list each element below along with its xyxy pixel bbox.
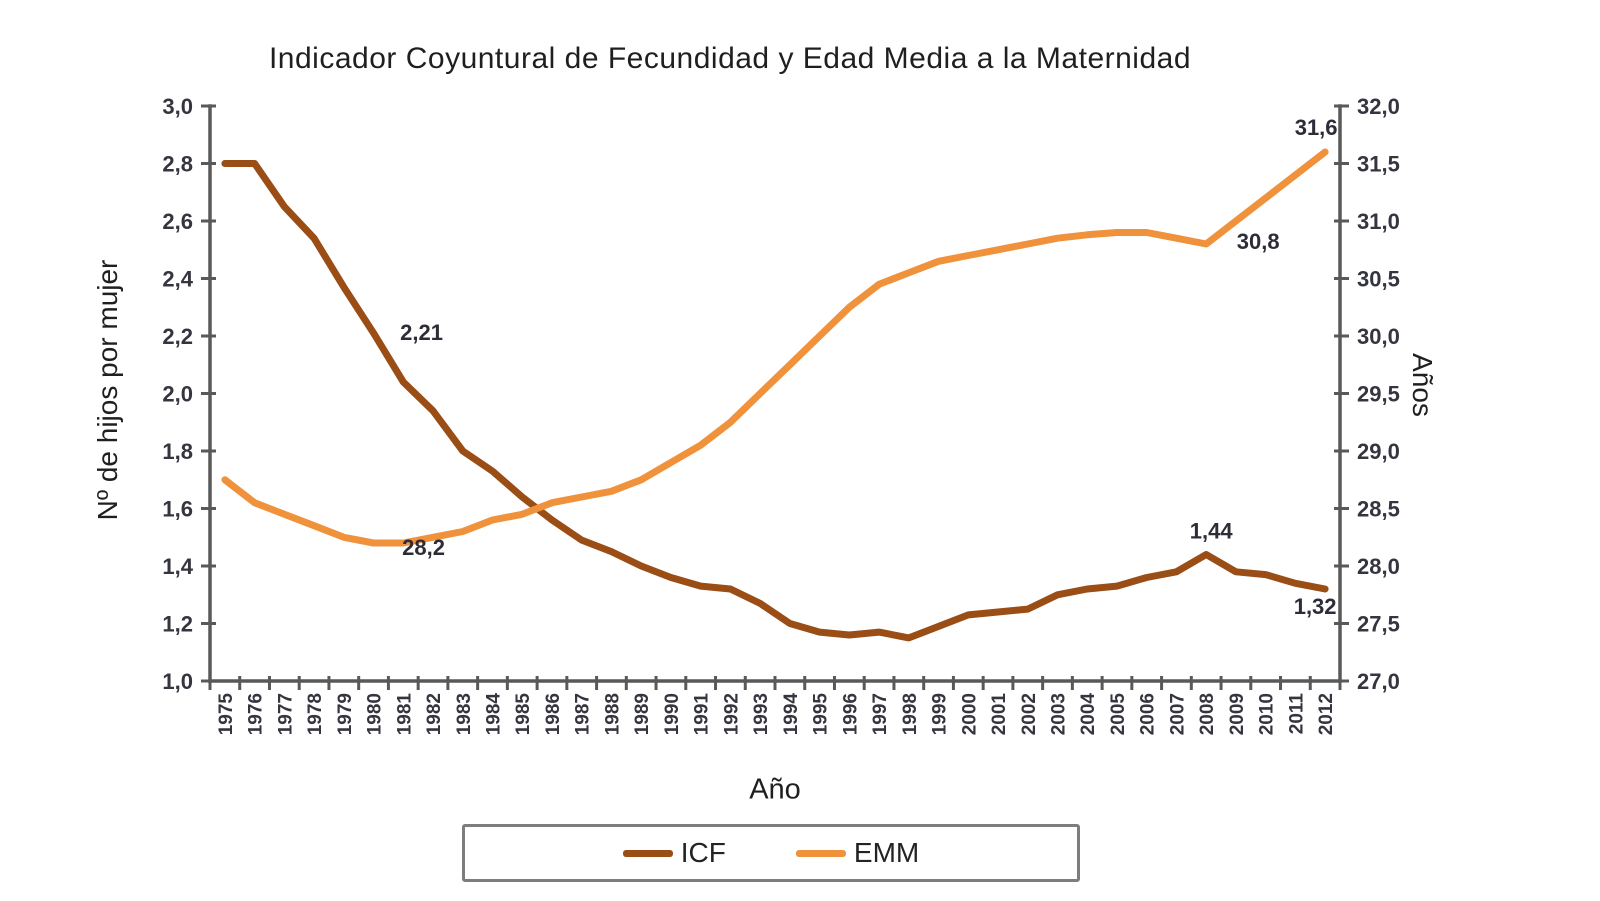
x-tick-label: 2011 bbox=[1286, 693, 1307, 735]
x-tick-label: 2001 bbox=[989, 693, 1010, 736]
x-tick-label: 1995 bbox=[811, 693, 832, 736]
x-tick-label: 1977 bbox=[275, 693, 296, 735]
x-tick-label: 1976 bbox=[246, 693, 267, 735]
x-tick-label: 1998 bbox=[900, 693, 921, 735]
y-right-tick-label: 32,0 bbox=[1357, 94, 1400, 119]
x-tick-label: 1997 bbox=[870, 693, 891, 735]
x-tick-label: 1988 bbox=[602, 693, 623, 735]
y-left-tick-label: 1,0 bbox=[162, 669, 193, 694]
chart-title: Indicador Coyuntural de Fecundidad y Eda… bbox=[268, 42, 1192, 75]
x-tick-label: 1982 bbox=[424, 693, 445, 735]
data-label: 30,8 bbox=[1237, 229, 1280, 254]
data-label: 28,2 bbox=[402, 535, 445, 560]
y-right-tick-label: 27,5 bbox=[1357, 612, 1400, 637]
x-tick-label: 1975 bbox=[216, 693, 237, 736]
x-tick-label: 2010 bbox=[1257, 693, 1278, 735]
legend-label: ICF bbox=[680, 837, 726, 868]
emm-line bbox=[221, 148, 1329, 547]
y-right-tick-label: 30,5 bbox=[1357, 267, 1400, 292]
legend-swatch-emm bbox=[795, 849, 846, 857]
y-left-tick-label: 1,2 bbox=[162, 612, 193, 637]
data-label: 2,21 bbox=[400, 320, 443, 345]
x-tick-label: 1993 bbox=[751, 693, 772, 735]
y-left-tick-label: 2,0 bbox=[162, 382, 193, 407]
x-tick-label: 2002 bbox=[1019, 693, 1040, 735]
data-label: 1,44 bbox=[1190, 519, 1234, 544]
x-tick-label: 1986 bbox=[543, 693, 564, 735]
y-right-tick-label: 28,5 bbox=[1357, 497, 1400, 522]
y-right-tick-label: 29,0 bbox=[1357, 439, 1400, 464]
x-tick-label: 1996 bbox=[840, 693, 861, 735]
x-tick-label: 1980 bbox=[365, 693, 386, 735]
legend: ICF EMM bbox=[462, 824, 1080, 882]
x-tick-label: 1994 bbox=[781, 693, 802, 736]
x-tick-label: 1999 bbox=[930, 693, 951, 735]
x-tick-label: 1990 bbox=[662, 693, 683, 735]
y-left-tick-label: 1,6 bbox=[162, 497, 193, 522]
x-tick-label: 2009 bbox=[1227, 693, 1248, 735]
y-right-tick-label: 29,5 bbox=[1357, 382, 1400, 407]
x-tick-label: 1979 bbox=[335, 693, 356, 735]
x-tick-label: 1978 bbox=[305, 693, 326, 735]
x-tick-label: 2006 bbox=[1138, 693, 1159, 735]
icf-line bbox=[221, 160, 1329, 642]
legend-swatch-icf bbox=[622, 849, 673, 857]
y-right-tick-label: 27,0 bbox=[1357, 669, 1400, 694]
x-tick-label: 1991 bbox=[692, 693, 713, 736]
x-tick-label: 1981 bbox=[394, 693, 415, 736]
x-tick-label: 2007 bbox=[1167, 693, 1188, 735]
x-tick-label: 1989 bbox=[632, 693, 653, 735]
x-tick-label: 2003 bbox=[1049, 693, 1070, 735]
legend-item-emm: EMM bbox=[795, 837, 920, 869]
x-tick-label: 1985 bbox=[513, 693, 534, 736]
x-tick-label: 1983 bbox=[454, 693, 475, 735]
y-right-tick-label: 28,0 bbox=[1357, 554, 1400, 579]
y-left-tick-label: 3,0 bbox=[162, 94, 193, 119]
data-label: 1,32 bbox=[1294, 594, 1337, 619]
y-right-tick-label: 31,5 bbox=[1357, 152, 1400, 177]
x-tick-label: 2005 bbox=[1108, 693, 1129, 736]
x-axis-title: Año bbox=[749, 773, 801, 806]
y-left-tick-label: 2,2 bbox=[162, 324, 193, 349]
y-left-tick-label: 2,4 bbox=[162, 267, 193, 292]
legend-item-icf: ICF bbox=[622, 837, 726, 869]
y-right-tick-label: 31,0 bbox=[1357, 209, 1400, 234]
y-left-tick-label: 2,8 bbox=[162, 152, 193, 177]
x-tick-label: 1984 bbox=[484, 693, 505, 736]
x-tick-label: 2000 bbox=[959, 693, 980, 735]
x-tick-label: 2012 bbox=[1316, 693, 1337, 735]
data-label: 31,6 bbox=[1295, 115, 1338, 140]
y-right-tick-label: 30,0 bbox=[1357, 324, 1400, 349]
y-left-tick-label: 1,8 bbox=[162, 439, 193, 464]
y-left-tick-label: 2,6 bbox=[162, 209, 193, 234]
x-tick-label: 1992 bbox=[721, 693, 742, 735]
x-tick-label: 2008 bbox=[1197, 693, 1218, 735]
x-tick-label: 2004 bbox=[1078, 693, 1099, 736]
legend-label: EMM bbox=[853, 837, 920, 868]
x-tick-label: 1987 bbox=[573, 693, 594, 735]
y-left-tick-label: 1,4 bbox=[162, 554, 193, 579]
